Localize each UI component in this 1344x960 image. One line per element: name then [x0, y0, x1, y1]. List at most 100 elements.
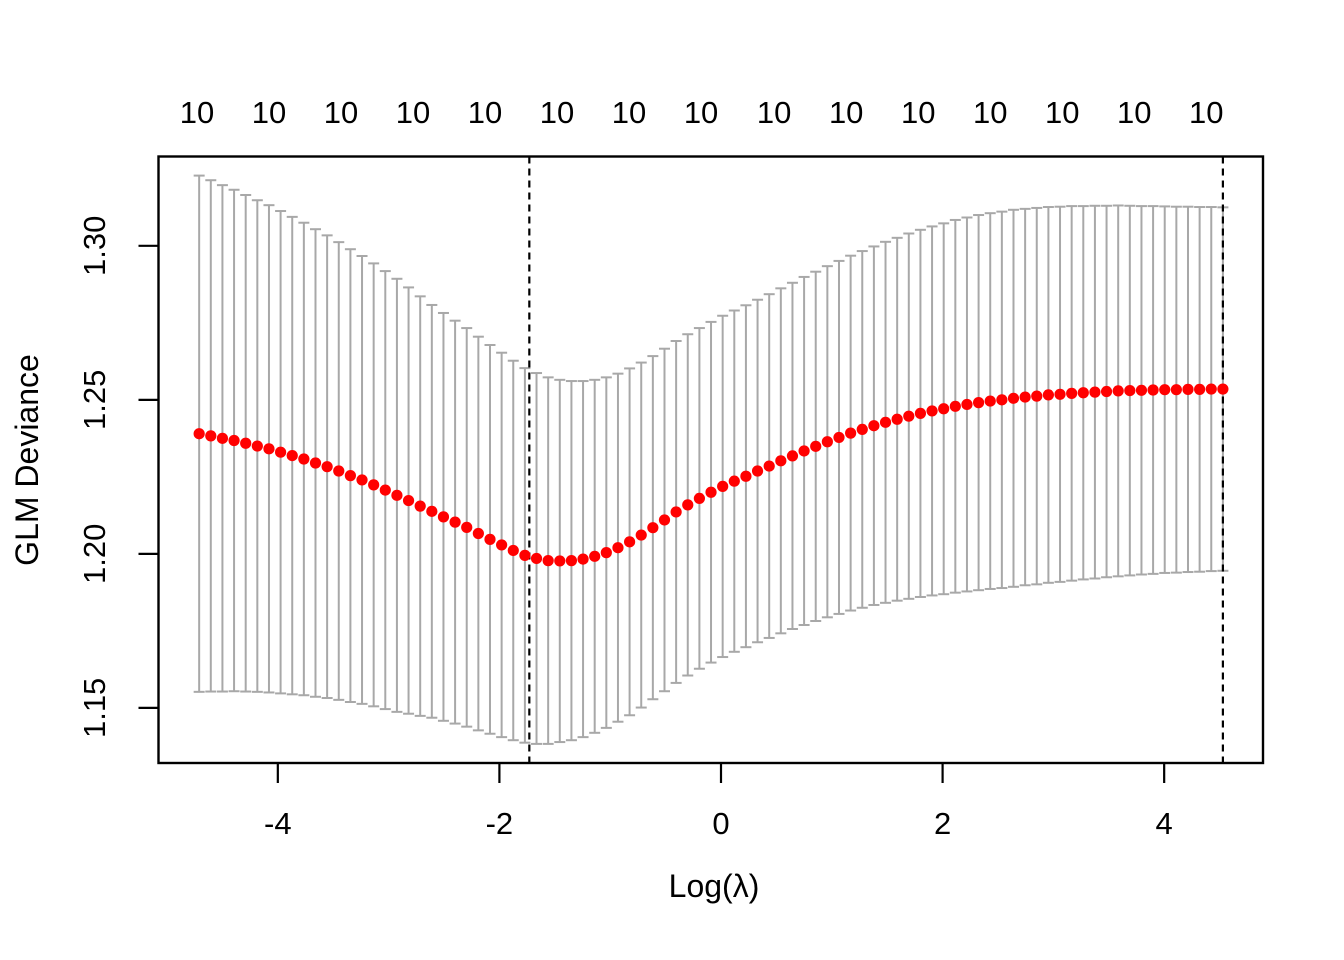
plot-border: [157, 155, 1265, 765]
data-point: [798, 445, 810, 457]
data-point: [298, 453, 310, 465]
data-point: [1124, 384, 1136, 397]
data-point: [879, 416, 892, 428]
x-axis: -4 -2 0 2 4: [264, 763, 1173, 841]
data-point: [763, 460, 775, 472]
data-point: [240, 437, 252, 449]
data-point: [461, 521, 473, 533]
data-point: [693, 492, 705, 505]
x-tick-label: 2: [934, 806, 951, 841]
data-point: [845, 427, 857, 439]
top-axis-count-label: 10: [829, 95, 863, 130]
data-point: [1182, 383, 1194, 395]
data-point: [1159, 384, 1171, 396]
data-point: [437, 511, 450, 523]
top-axis-count-label: 10: [1189, 95, 1223, 130]
data-point: [205, 430, 217, 442]
data-point: [682, 499, 694, 511]
top-axis-count-label: 10: [540, 95, 574, 130]
lambda-reference-lines: [528, 156, 1224, 763]
plot-box-border: [157, 155, 1265, 765]
top-axis-nonzero-counts: 10 10 10 10 10 10 10 10 10 10 10 10 10 10 10: [180, 95, 1224, 130]
mean-deviance-points: [193, 383, 1229, 567]
data-point: [961, 398, 973, 411]
data-point: [519, 549, 531, 561]
data-point: [368, 479, 380, 491]
y-axis-title: GLM Deviance: [9, 354, 45, 566]
data-point: [1205, 383, 1217, 395]
data-point: [554, 555, 566, 567]
data-point: [472, 527, 484, 540]
x-tick-label: -4: [264, 806, 292, 841]
data-point: [717, 480, 729, 492]
data-point: [414, 500, 426, 512]
x-tick-label: 4: [1156, 806, 1173, 841]
data-point: [821, 436, 833, 448]
data-point: [577, 553, 589, 565]
data-point: [728, 475, 740, 487]
data-point: [903, 410, 915, 422]
data-point: [1217, 383, 1229, 395]
top-axis-count-label: 10: [396, 95, 430, 130]
data-point: [623, 536, 636, 548]
data-point: [228, 434, 240, 447]
top-axis-count-label: 10: [324, 95, 358, 130]
data-point: [1042, 389, 1054, 401]
data-point: [263, 443, 275, 455]
data-point: [786, 450, 799, 462]
y-tick-label: 1.30: [77, 216, 112, 276]
data-point: [507, 544, 519, 557]
top-axis-count-label: 10: [757, 95, 791, 130]
data-point: [496, 539, 508, 551]
x-tick-label: -2: [486, 806, 514, 841]
data-point: [379, 484, 391, 496]
data-point: [356, 474, 368, 486]
data-point: [996, 394, 1008, 406]
data-point: [647, 522, 659, 534]
data-point: [402, 494, 415, 507]
data-point: [1089, 386, 1101, 398]
data-point: [972, 397, 985, 409]
data-point: [286, 449, 298, 462]
x-tick-label: 0: [712, 806, 729, 841]
y-tick-label: 1.15: [77, 678, 112, 738]
data-point: [542, 555, 554, 567]
top-axis-count-label: 10: [684, 95, 718, 130]
data-point: [635, 529, 647, 541]
data-point: [1077, 387, 1089, 399]
top-axis-count-label: 10: [901, 95, 935, 130]
data-point: [1170, 384, 1182, 396]
data-point: [1031, 390, 1043, 402]
data-point: [426, 505, 438, 517]
top-axis-count-label: 10: [252, 95, 286, 130]
data-point: [216, 432, 229, 444]
y-axis: 1.15 1.20 1.25 1.30: [77, 216, 159, 738]
data-point: [391, 489, 403, 501]
data-point: [193, 428, 205, 440]
top-axis-count-label: 10: [612, 95, 646, 130]
data-point: [1054, 388, 1066, 400]
data-point: [1147, 384, 1159, 396]
data-point: [484, 533, 496, 545]
data-point: [1135, 384, 1148, 396]
data-point: [309, 457, 322, 469]
data-point: [1100, 385, 1113, 398]
data-point: [344, 470, 356, 482]
data-point: [1007, 392, 1020, 404]
top-axis-count-label: 10: [1045, 95, 1079, 130]
data-point: [1112, 385, 1124, 397]
x-axis-title: Log(λ): [669, 868, 760, 904]
data-point: [1194, 383, 1206, 395]
data-point: [600, 547, 612, 559]
data-point: [449, 516, 461, 528]
error-bars: [193, 174, 1229, 745]
top-axis-count-label: 10: [468, 95, 502, 130]
top-axis-count-label: 10: [180, 95, 214, 130]
data-point: [938, 403, 950, 415]
data-point: [530, 552, 543, 565]
data-point: [1066, 387, 1078, 399]
data-point: [705, 486, 717, 498]
data-point: [1019, 391, 1031, 403]
